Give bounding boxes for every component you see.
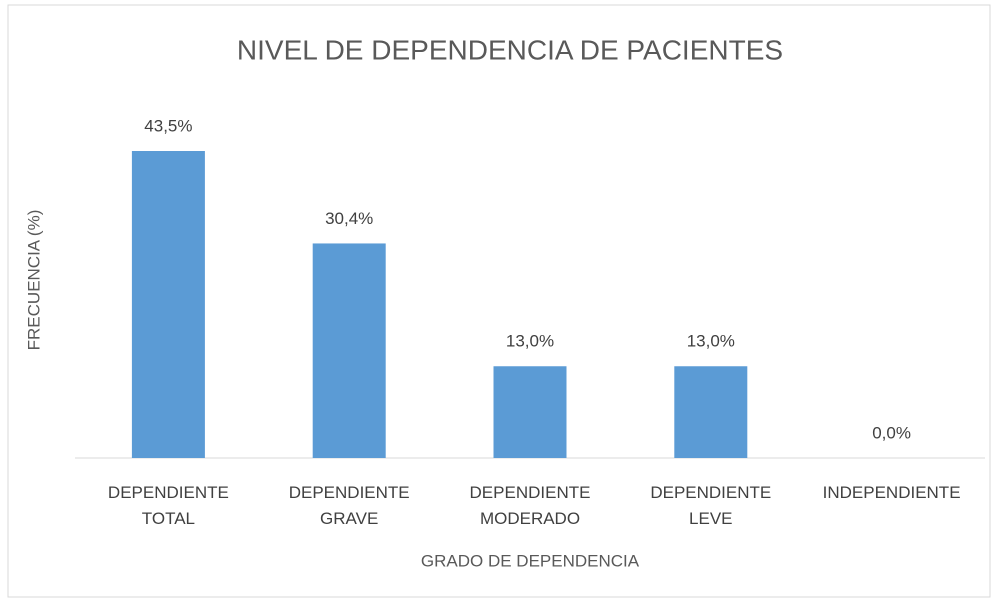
data-label: 30,4% [325, 209, 373, 228]
bar [493, 366, 567, 458]
x-tick-label: INDEPENDIENTE [822, 483, 961, 502]
data-label: 0,0% [872, 423, 911, 442]
bar [674, 366, 748, 458]
data-label: 13,0% [687, 332, 735, 351]
x-axis-title: GRADO DE DEPENDENCIA [421, 551, 640, 570]
x-tick-label: DEPENDIENTE LEVE [650, 483, 772, 528]
x-tick-label: DEPENDIENTE MODERADO [469, 483, 591, 528]
bar [131, 151, 205, 458]
x-tick-label: DEPENDIENTE GRAVE [288, 483, 410, 528]
data-label: 43,5% [144, 116, 192, 135]
y-axis-title: FRECUENCIA (%) [24, 210, 43, 351]
bar [312, 243, 386, 458]
chart-title: NIVEL DE DEPENDENCIA DE PACIENTES [237, 34, 783, 65]
data-label: 13,0% [506, 332, 554, 351]
x-tick-label: DEPENDIENTE TOTAL [107, 483, 229, 528]
